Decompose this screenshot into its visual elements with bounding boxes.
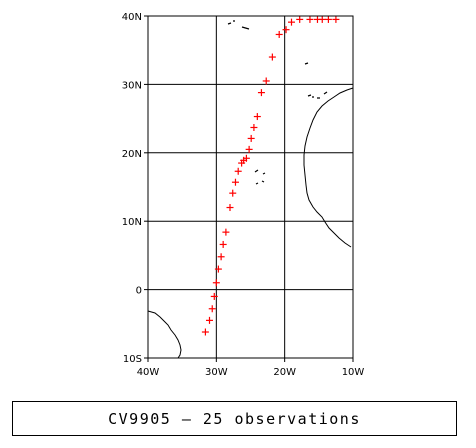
- observation-marker: [288, 18, 295, 26]
- observation-marker: [212, 279, 220, 287]
- observation-marker: [234, 167, 242, 175]
- observation-marker: [268, 53, 276, 61]
- grid-lines: [147, 15, 354, 359]
- caption-text: CV9905 — 25 observations: [108, 409, 361, 428]
- observation-points: [201, 15, 340, 336]
- cape-verde-islands: [254, 169, 266, 185]
- observation-marker: [217, 253, 225, 261]
- observation-marker: [257, 89, 265, 97]
- caption-box: CV9905 — 25 observations: [12, 401, 457, 436]
- observation-marker: [231, 178, 239, 186]
- y-tick-label: 10S: [123, 354, 142, 365]
- y-tick-label: 10N: [122, 217, 142, 228]
- coastlines: [147, 20, 354, 359]
- y-tick-label: 20N: [122, 149, 142, 160]
- x-tick-label: 40W: [137, 367, 160, 378]
- observation-marker: [318, 15, 326, 23]
- observation-marker: [296, 15, 304, 23]
- y-tick-label: 30N: [122, 80, 142, 91]
- observation-marker: [206, 316, 213, 324]
- observation-marker: [242, 154, 250, 162]
- observation-marker: [250, 123, 258, 131]
- observation-marker: [222, 228, 230, 236]
- observation-marker: [282, 26, 290, 34]
- y-tick-label: 40N: [122, 12, 142, 23]
- observation-marker: [219, 240, 227, 248]
- africa-coast: [303, 87, 354, 248]
- observation-marker: [245, 145, 253, 153]
- x-tick-label: 10W: [342, 367, 365, 378]
- canary-islands: [304, 62, 328, 99]
- observation-marker: [210, 292, 218, 300]
- observation-marker: [226, 204, 234, 212]
- x-tick-label: 30W: [205, 367, 228, 378]
- plot-frame: [147, 15, 354, 359]
- axis-ticks: 40W 30W 20W 10W 10S 0 10N 20N 30N 40N: [122, 12, 365, 378]
- observation-marker: [229, 189, 237, 197]
- observation-marker: [332, 15, 340, 23]
- observation-marker: [275, 30, 283, 38]
- observation-marker: [262, 77, 270, 85]
- observation-marker: [208, 305, 216, 313]
- observation-marker: [214, 265, 222, 273]
- observation-marker: [253, 113, 261, 121]
- y-tick-label: 0: [136, 286, 142, 297]
- observation-marker: [324, 15, 332, 23]
- azores-islands: [227, 20, 250, 30]
- observation-marker: [247, 134, 255, 142]
- observation-marker: [306, 15, 314, 23]
- observation-marker: [201, 328, 209, 336]
- south-america-coast: [147, 310, 182, 359]
- x-tick-label: 20W: [273, 367, 296, 378]
